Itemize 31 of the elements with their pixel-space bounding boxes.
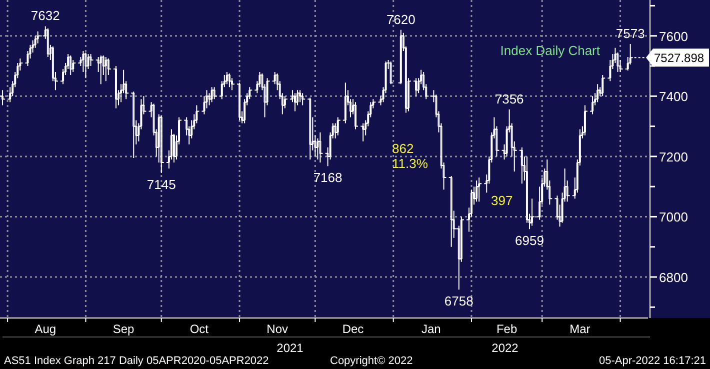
annotation: 397 xyxy=(491,193,513,208)
annotation: 7620 xyxy=(386,12,416,27)
x-tick-label: Jan xyxy=(421,322,441,336)
annotation: 7573 xyxy=(616,26,645,42)
text: AS51 Index Graph 217 Daily 05APR2020-05APR2022 xyxy=(4,355,269,367)
x-tick-label: Sep xyxy=(112,322,135,336)
annotation: 11.3% xyxy=(392,156,428,171)
annotation: 7632 xyxy=(30,8,60,24)
annotation: 7168 xyxy=(313,170,342,186)
x-tick-label: Dec xyxy=(342,322,364,336)
annotation: 6758 xyxy=(444,294,474,309)
text: Index Daily Chart xyxy=(500,43,600,58)
ref-line-label: 7527.898 xyxy=(654,51,704,66)
text: Copyright© 2022 xyxy=(330,355,413,367)
x-tick-label: Nov xyxy=(266,322,288,336)
y-tick-label: 6800 xyxy=(659,270,688,286)
x-tick-label: Aug xyxy=(34,322,56,336)
text: 2022 xyxy=(492,341,519,355)
text: 05-Apr-2022 16:17:21 xyxy=(598,355,706,367)
y-tick-label: 7200 xyxy=(659,149,688,164)
x-tick-label: Feb xyxy=(496,322,518,336)
y-tick-label: 7600 xyxy=(659,28,688,44)
y-tick-label: 7400 xyxy=(659,89,688,104)
annotation: 862 xyxy=(392,141,414,156)
annotation: 6959 xyxy=(515,233,544,248)
annotation: 7145 xyxy=(146,177,176,192)
x-tick-label: Oct xyxy=(190,322,210,336)
text: 2021 xyxy=(276,341,304,355)
x-tick-label: Mar xyxy=(570,322,590,336)
annotation: 7356 xyxy=(494,91,524,106)
y-tick-label: 7000 xyxy=(659,210,688,225)
